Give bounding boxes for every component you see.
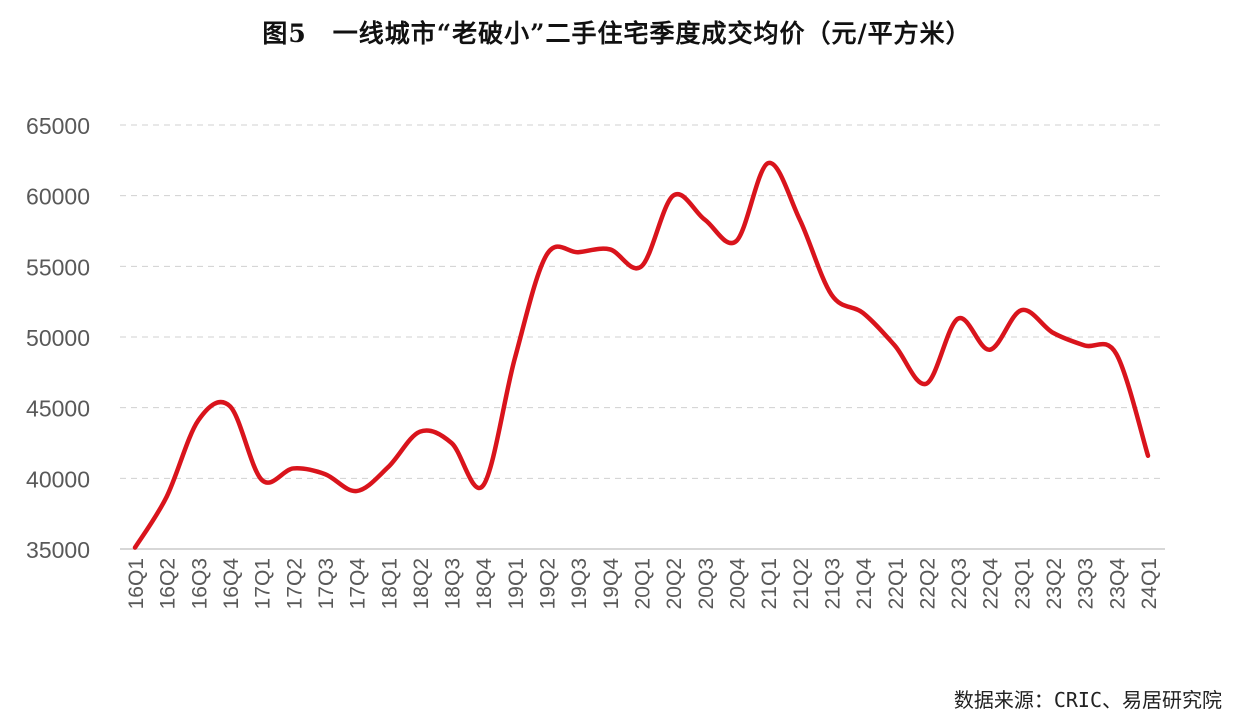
data-point-23Q2 xyxy=(1051,331,1055,335)
data-point-23Q4 xyxy=(1114,352,1118,356)
data-point-21Q2 xyxy=(798,218,802,222)
data-point-18Q2 xyxy=(418,430,422,434)
y-tick-label: 40000 xyxy=(26,466,90,492)
data-point-22Q1 xyxy=(893,343,897,347)
x-tick-label: 19Q1 xyxy=(505,558,528,609)
data-point-18Q1 xyxy=(386,465,390,469)
x-tick-label: 18Q1 xyxy=(378,558,401,609)
x-axis: 16Q1 16Q2 16Q3 16Q4 17Q1 17Q2 17Q3 17Q4 18Q1 18Q2… xyxy=(120,548,1165,610)
y-tick-label: 65000 xyxy=(26,113,90,139)
x-tick-label: 23Q2 xyxy=(1043,558,1066,609)
data-point-17Q2 xyxy=(291,466,295,470)
y-tick-label: 55000 xyxy=(26,254,90,280)
data-point-20Q1 xyxy=(640,264,644,268)
x-tick-label: 18Q2 xyxy=(410,558,433,609)
x-tick-label: 23Q1 xyxy=(1011,558,1034,609)
series-line xyxy=(132,160,1151,550)
data-point-17Q3 xyxy=(323,472,327,476)
x-tick-label: 22Q4 xyxy=(980,558,1003,610)
y-tick-label: 50000 xyxy=(26,325,90,351)
x-tick-label: 19Q4 xyxy=(600,558,623,610)
data-point-21Q1 xyxy=(766,161,770,165)
y-tick-label: 35000 xyxy=(26,537,90,563)
x-tick-label: 22Q2 xyxy=(916,558,939,609)
data-point-22Q4 xyxy=(988,348,992,352)
data-point-19Q3 xyxy=(576,250,580,254)
x-tick-label: 16Q4 xyxy=(220,558,243,610)
data-point-16Q1 xyxy=(133,546,137,550)
data-point-23Q1 xyxy=(1019,308,1023,312)
data-point-22Q3 xyxy=(956,317,960,321)
x-tick-label: 16Q1 xyxy=(125,558,148,609)
data-point-20Q4 xyxy=(734,239,738,243)
x-tick-label: 18Q4 xyxy=(473,558,496,610)
x-tick-label: 16Q3 xyxy=(188,558,211,609)
x-tick-label: 20Q4 xyxy=(726,558,749,610)
data-point-16Q3 xyxy=(196,418,200,422)
data-point-21Q3 xyxy=(829,293,833,297)
data-point-18Q4 xyxy=(481,483,485,487)
x-tick-label: 18Q3 xyxy=(442,558,465,609)
data-point-22Q2 xyxy=(924,382,928,386)
data-point-16Q2 xyxy=(165,495,169,499)
source-note: 数据来源：CRIC、易居研究院 xyxy=(953,688,1222,712)
x-tick-label: 20Q3 xyxy=(695,558,718,609)
x-tick-label: 20Q1 xyxy=(632,558,655,609)
data-point-18Q3 xyxy=(450,441,454,445)
x-tick-label: 17Q3 xyxy=(315,558,338,609)
x-tick-label: 24Q1 xyxy=(1138,558,1161,609)
chart-title: 图5 一线城市“老破小”二手住宅季度成交均价（元/平方米） xyxy=(262,19,972,48)
x-tick-label: 22Q3 xyxy=(948,558,971,609)
x-tick-label: 21Q1 xyxy=(758,558,781,609)
x-tick-label: 21Q3 xyxy=(821,558,844,609)
x-tick-label: 16Q2 xyxy=(157,558,180,609)
data-point-20Q2 xyxy=(671,194,675,198)
x-tick-label: 21Q2 xyxy=(790,558,813,609)
data-point-23Q3 xyxy=(1083,343,1087,347)
x-tick-label: 20Q2 xyxy=(663,558,686,609)
data-point-24Q1 xyxy=(1146,454,1150,458)
x-tick-label: 21Q4 xyxy=(853,558,876,610)
x-tick-label: 23Q4 xyxy=(1106,558,1129,610)
series-layer xyxy=(132,160,1151,550)
data-point-21Q4 xyxy=(861,311,865,315)
x-tick-label: 17Q4 xyxy=(347,558,370,610)
data-point-17Q1 xyxy=(260,478,264,482)
gridlines xyxy=(120,124,1165,479)
data-point-19Q1 xyxy=(513,356,517,360)
data-point-19Q4 xyxy=(608,247,612,251)
data-point-17Q4 xyxy=(355,489,359,493)
x-tick-label: 17Q2 xyxy=(283,558,306,609)
x-tick-label: 23Q3 xyxy=(1075,558,1098,609)
y-axis: 35000 40000 45000 50000 55000 60000 65000 xyxy=(26,113,90,563)
data-point-16Q4 xyxy=(228,404,232,408)
x-tick-label: 22Q1 xyxy=(885,558,908,609)
data-point-20Q3 xyxy=(703,218,707,222)
y-tick-label: 60000 xyxy=(26,184,90,210)
y-tick-label: 45000 xyxy=(26,396,90,422)
x-tick-label: 17Q1 xyxy=(252,558,275,609)
x-tick-label: 19Q3 xyxy=(568,558,591,609)
x-tick-label: 19Q2 xyxy=(537,558,560,609)
data-point-19Q2 xyxy=(545,253,549,257)
